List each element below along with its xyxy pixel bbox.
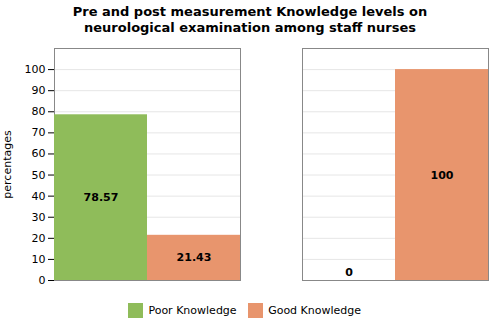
svg-text:50: 50 <box>32 169 46 182</box>
svg-text:70: 70 <box>32 126 46 139</box>
svg-text:90: 90 <box>32 84 46 97</box>
svg-text:percentages: percentages <box>1 130 14 199</box>
svg-text:78.57: 78.57 <box>84 191 119 204</box>
svg-text:100: 100 <box>431 169 454 182</box>
svg-text:0: 0 <box>345 266 353 279</box>
svg-text:40: 40 <box>32 190 46 203</box>
html-text:Poor Knowledge: Poor Knowledge <box>148 304 237 317</box>
svg-text:80: 80 <box>32 105 46 118</box>
svg-text:60: 60 <box>32 147 46 160</box>
html-text:Good Knowledge: Good Knowledge <box>268 304 362 317</box>
svg-text:20: 20 <box>32 232 46 245</box>
html-text:Pre and post measurement Knowl: Pre and post measurement Knowledge level… <box>72 4 428 35</box>
svg-text:30: 30 <box>32 211 46 224</box>
svg-text:10: 10 <box>32 253 46 266</box>
svg-text:21.43: 21.43 <box>177 251 212 264</box>
svg-text:100: 100 <box>25 63 46 76</box>
svg-text:0: 0 <box>39 274 46 287</box>
